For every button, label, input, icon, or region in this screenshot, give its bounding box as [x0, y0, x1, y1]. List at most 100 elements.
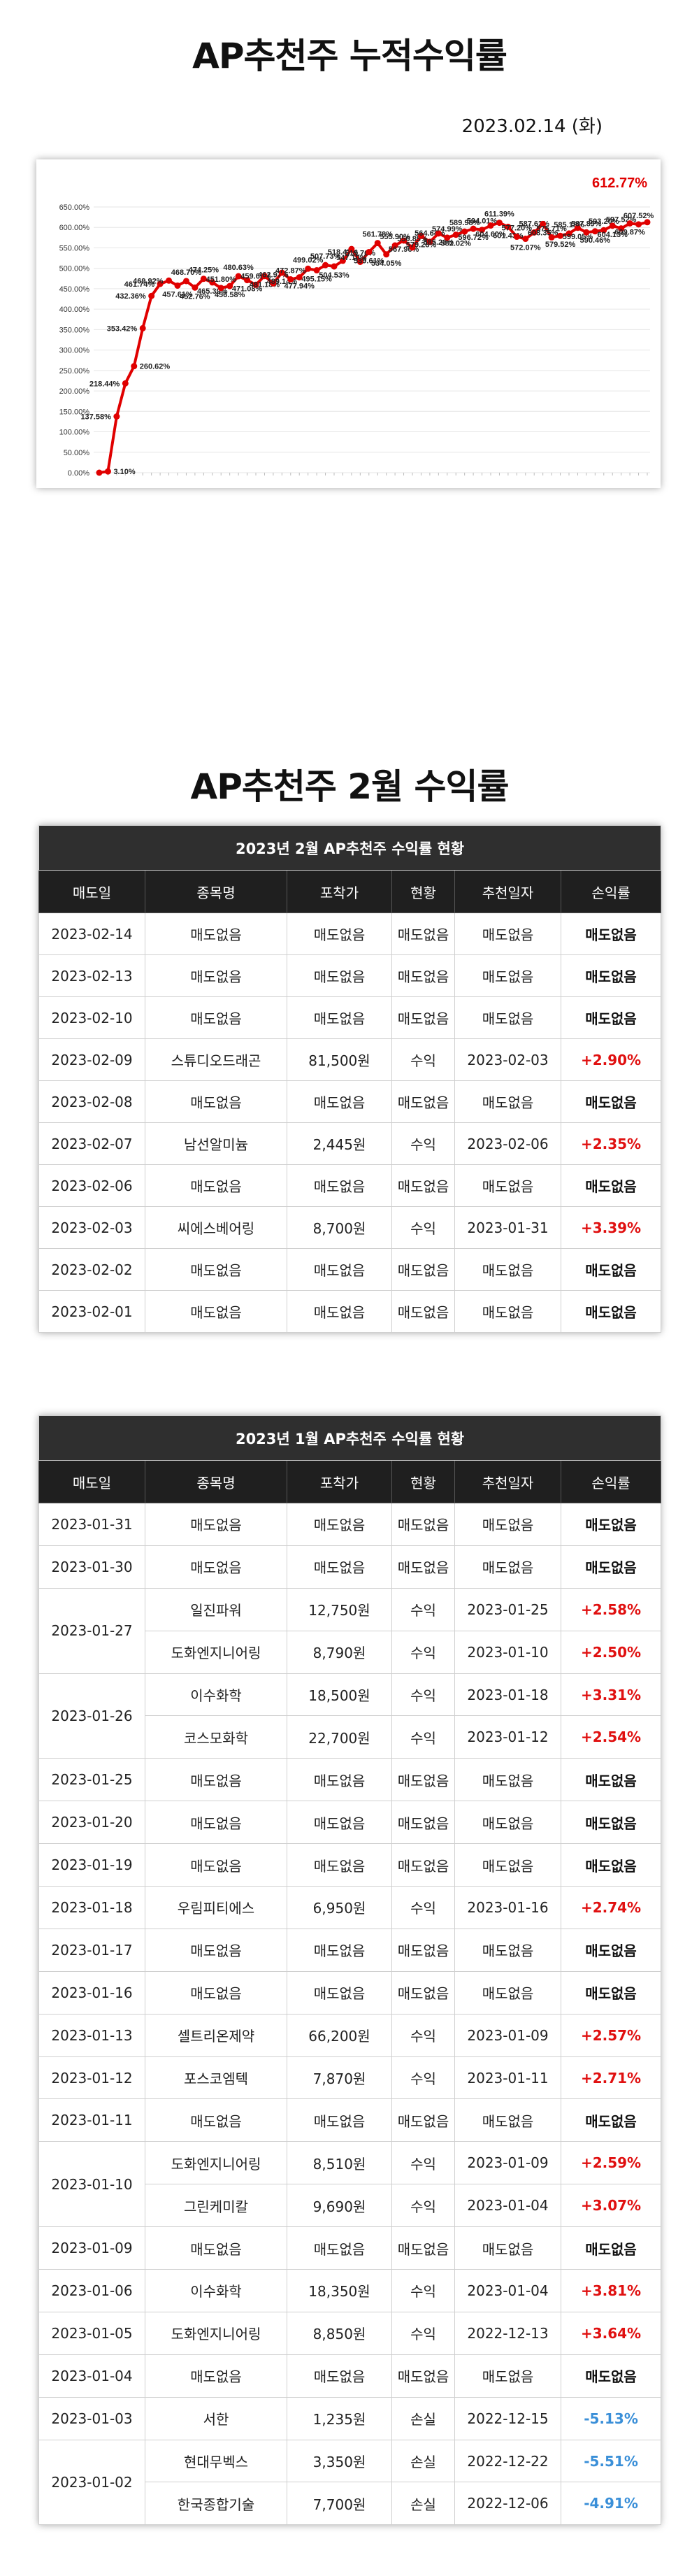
- cumulative-return-chart: 0.00% 50.00% 100.00% 150.00% 200.00% 250.00% 3…: [36, 159, 661, 488]
- status-cell: 매도없음: [391, 954, 455, 997]
- data-label: 575.71%: [536, 224, 567, 233]
- data-point: [331, 263, 338, 270]
- column-header: 현황: [391, 870, 455, 913]
- data-point: [356, 258, 363, 265]
- jan-header-row: 매도일 종목명 포착가 현황 추천일자 손익률: [38, 1460, 662, 1503]
- sell-date-cell: 2023-02-08: [38, 1080, 145, 1123]
- data-label: 609.87%: [614, 228, 645, 236]
- status-cell: 매도없음: [391, 1801, 455, 1845]
- recommend-date-cell: 매도없음: [454, 1290, 561, 1333]
- y-tick-label: 350.00%: [59, 326, 90, 334]
- recommend-date-cell: 매도없음: [454, 1248, 561, 1291]
- stock-name-cell: 이수화학: [145, 1673, 287, 1717]
- data-point: [235, 273, 242, 280]
- stock-name-cell: 도화엔지니어링: [145, 2141, 287, 2185]
- data-label: 477.94%: [284, 282, 315, 291]
- recommend-date-cell: 2023-01-12: [454, 1715, 561, 1759]
- stock-name-cell: 서한: [145, 2396, 287, 2440]
- sell-date-cell: 2023-01-09: [38, 2226, 145, 2270]
- data-point: [104, 468, 111, 475]
- data-label: 504.53%: [319, 271, 350, 280]
- recommend-date-cell: 2023-01-11: [454, 2056, 561, 2100]
- sell-date-cell: 2023-01-10: [38, 2141, 145, 2228]
- jan-table-body: 2023-01-31 매도없음 매도없음 매도없음 매도없음 매도없음 2023-01-30…: [38, 1503, 662, 2526]
- table-row: 2023-01-20 매도없음 매도없음 매도없음 매도없음 매도없음: [38, 1801, 662, 1845]
- data-point: [322, 262, 329, 269]
- table-row: 2023-02-06 매도없음 매도없음 매도없음 매도없음 매도없음: [38, 1164, 662, 1207]
- stock-name-cell: 매도없음: [145, 1248, 287, 1291]
- data-label: 577.20%: [502, 224, 533, 233]
- sell-date-cell: 2023-02-03: [38, 1206, 145, 1249]
- data-label: 604.60%: [475, 231, 506, 239]
- sell-date-cell: 2023-01-27: [38, 1587, 145, 1674]
- data-label: 353.42%: [107, 324, 138, 333]
- feb-returns-table: 2023년 2월 AP추천주 수익률 현황 매도일 종목명 포착가 현황 추천일자 손익률…: [38, 825, 662, 1333]
- data-label: 572.07%: [510, 244, 541, 252]
- chart-svg: 0.00% 50.00% 100.00% 150.00% 200.00% 250.00% 3…: [59, 176, 654, 478]
- data-point: [296, 274, 303, 281]
- status-cell: 매도없음: [391, 2226, 455, 2270]
- stock-name-cell: 우림피티에스: [145, 1886, 287, 1929]
- table-row: 2023-02-13 매도없음 매도없음 매도없음 매도없음 매도없음: [38, 954, 662, 997]
- data-label: 3.10%: [113, 468, 135, 476]
- data-label: 507.73%: [310, 252, 341, 261]
- table-row: 2023-02-01 매도없음 매도없음 매도없음 매도없음 매도없음: [38, 1290, 662, 1333]
- profit-loss-cell: 매도없음: [560, 2354, 662, 2398]
- stock-name-cell: 남선알미늄: [145, 1122, 287, 1165]
- table-row: 2023-01-17 매도없음 매도없음 매도없음 매도없음 매도없음: [38, 1928, 662, 1972]
- table-row: 2023-01-12 포스코엠텍 7,870원 수익 2023-01-11 +2.71%: [38, 2056, 662, 2100]
- table-row: 2023-01-26 이수화학 18,500원 수익 2023-01-18 +3.31%: [38, 1673, 662, 1759]
- data-point: [313, 267, 320, 274]
- stock-name-cell: 매도없음: [145, 1801, 287, 1845]
- status-cell: 매도없음: [391, 1928, 455, 1972]
- page-title-cumulative: AP추천주 누적수익률: [192, 36, 507, 76]
- sell-date-cell: 2023-01-06: [38, 2269, 145, 2312]
- table-row: 2023-02-03 씨에스베어링 8,700원 수익 2023-01-31 +3.39%: [38, 1206, 662, 1249]
- profit-loss-cell: 매도없음: [560, 1801, 662, 1845]
- capture-price-cell: 매도없음: [287, 954, 392, 997]
- data-label: 432.36%: [115, 292, 146, 301]
- status-cell: 매도없음: [391, 1080, 455, 1123]
- sell-date-cell: 2023-01-31: [38, 1503, 145, 1546]
- recommend-date-cell: 매도없음: [454, 996, 561, 1039]
- capture-price-cell: 66,200원: [287, 2013, 392, 2057]
- y-tick-label: 450.00%: [59, 285, 90, 294]
- data-label: 589.98%: [449, 219, 480, 227]
- data-point: [131, 363, 138, 370]
- data-label: 534.05%: [371, 259, 402, 268]
- data-point: [461, 228, 468, 235]
- capture-price-cell: 8,700원: [287, 1206, 392, 1249]
- status-cell: 수익: [391, 1122, 455, 1165]
- sell-date-cell: 2023-02-01: [38, 1290, 145, 1333]
- profit-loss-cell: 매도없음: [560, 913, 662, 955]
- column-header: 포착가: [287, 1460, 392, 1503]
- profit-loss-cell: 매도없음: [560, 1843, 662, 1887]
- table-row: 코스모화학 22,700원 수익 2023-01-12 +2.54%: [39, 1715, 662, 1759]
- data-point: [287, 276, 294, 283]
- latest-return-label: 612.77%: [592, 176, 647, 191]
- feb-table-body: 2023-02-14 매도없음 매도없음 매도없음 매도없음 매도없음 2023-02-13…: [38, 913, 662, 1333]
- capture-price-cell: 9,690원: [287, 2184, 392, 2228]
- table-row: 2023-01-31 매도없음 매도없음 매도없음 매도없음 매도없음: [38, 1503, 662, 1546]
- table-row: 2023-01-11 매도없음 매도없음 매도없음 매도없음 매도없음: [38, 2098, 662, 2142]
- column-header: 포착가: [287, 870, 392, 913]
- data-point: [192, 284, 199, 291]
- data-point: [217, 285, 224, 292]
- capture-price-cell: 18,500원: [287, 1673, 392, 1717]
- data-label: 218.44%: [89, 380, 120, 388]
- status-cell: 수익: [391, 1673, 455, 1717]
- capture-price-cell: 22,700원: [287, 1715, 392, 1759]
- y-tick-label: 400.00%: [59, 306, 90, 314]
- capture-price-cell: 매도없음: [287, 1801, 392, 1845]
- data-point: [252, 281, 259, 288]
- capture-price-cell: 매도없음: [287, 996, 392, 1039]
- profit-loss-cell: +2.58%: [560, 1587, 662, 1631]
- recommend-date-cell: 매도없음: [454, 1080, 561, 1123]
- column-header: 손익률: [560, 1460, 662, 1503]
- stock-name-cell: 일진파워: [145, 1587, 287, 1631]
- data-label: 561.78%: [363, 231, 394, 239]
- table-row: 2023-01-27 일진파워 12,750원 수익 2023-01-25 +2.58%: [38, 1587, 662, 1674]
- recommend-date-cell: 2023-02-06: [454, 1122, 561, 1165]
- stock-name-cell: 그린케미칼: [145, 2184, 287, 2228]
- capture-price-cell: 매도없음: [287, 1928, 392, 1972]
